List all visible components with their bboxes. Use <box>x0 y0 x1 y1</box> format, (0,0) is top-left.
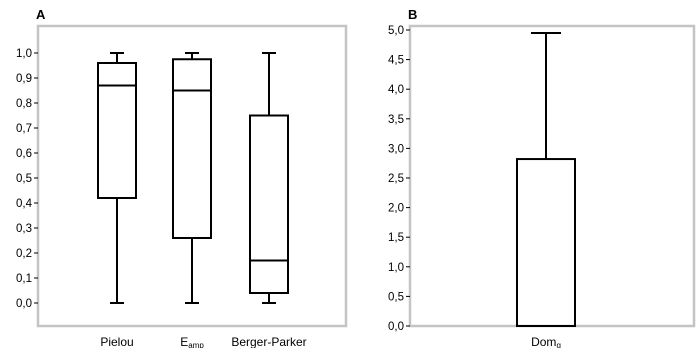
x-category-label: Pielou <box>100 335 133 348</box>
box-1 <box>97 52 137 304</box>
y-tick-label: 0,0 <box>16 298 32 310</box>
y-tick-label: 2,5 <box>388 173 404 185</box>
panel-a-boxes <box>97 52 289 304</box>
y-tick-label: 0,8 <box>16 98 32 110</box>
y-tick-label: 0,4 <box>16 198 33 210</box>
panel-a-boxplot: A 0,0 0,1 0,2 0,3 0,4 0,5 0,6 0,7 0,8 0,9 1,0 Piel… <box>16 7 348 348</box>
y-tick-label: 0,1 <box>16 273 32 285</box>
y-tick-label: 4,5 <box>388 55 404 67</box>
panel-b-frame <box>408 24 696 328</box>
x-category-label: Domg <box>531 335 561 348</box>
y-tick-label: 0,7 <box>16 123 32 135</box>
y-tick-label: 0,6 <box>16 148 32 160</box>
panel-b-barchart: B 0,0 0,5 1,0 1,5 2,0 2,5 3,0 3,5 4,0 4,5 5,0 Domg <box>388 7 696 348</box>
y-tick-label: 5,0 <box>388 25 404 37</box>
panel-b-bars <box>516 31 576 327</box>
panel-a-x-labels: Pielou Eamp Berger-Parker <box>100 335 306 348</box>
bar <box>516 158 576 327</box>
box-iqr <box>172 58 212 239</box>
panel-b-x-labels: Domg <box>531 335 561 348</box>
y-tick-label: 0,5 <box>388 291 404 303</box>
y-tick-label: 1,0 <box>16 48 32 60</box>
y-tick-label: 0,2 <box>16 248 32 260</box>
box-iqr <box>249 114 289 294</box>
x-category-label: Eamp <box>180 335 204 348</box>
y-tick-label: 3,0 <box>388 143 404 155</box>
panel-a-y-axis: 0,0 0,1 0,2 0,3 0,4 0,5 0,6 0,7 0,8 0,9 1,0 <box>16 48 38 310</box>
y-tick-label: 0,0 <box>388 321 404 333</box>
y-tick-label: 2,0 <box>388 203 404 215</box>
y-tick-label: 0,5 <box>16 173 32 185</box>
panel-b-label: B <box>408 7 417 22</box>
box-2 <box>172 52 212 304</box>
y-tick-label: 0,3 <box>16 223 32 235</box>
y-tick-label: 1,0 <box>388 262 404 274</box>
panel-a-frame <box>36 24 348 328</box>
panel-b-y-axis: 0,0 0,5 1,0 1,5 2,0 2,5 3,0 3,5 4,0 4,5 5,0 <box>388 25 410 333</box>
y-tick-label: 4,0 <box>388 84 404 96</box>
box-iqr <box>97 62 137 199</box>
y-tick-label: 3,5 <box>388 114 404 126</box>
x-category-label: Berger-Parker <box>231 335 306 348</box>
box-3 <box>249 52 289 304</box>
y-tick-label: 1,5 <box>388 232 404 244</box>
panel-a-label: A <box>36 7 46 22</box>
y-tick-label: 0,9 <box>16 73 32 85</box>
bar-1 <box>516 31 576 327</box>
